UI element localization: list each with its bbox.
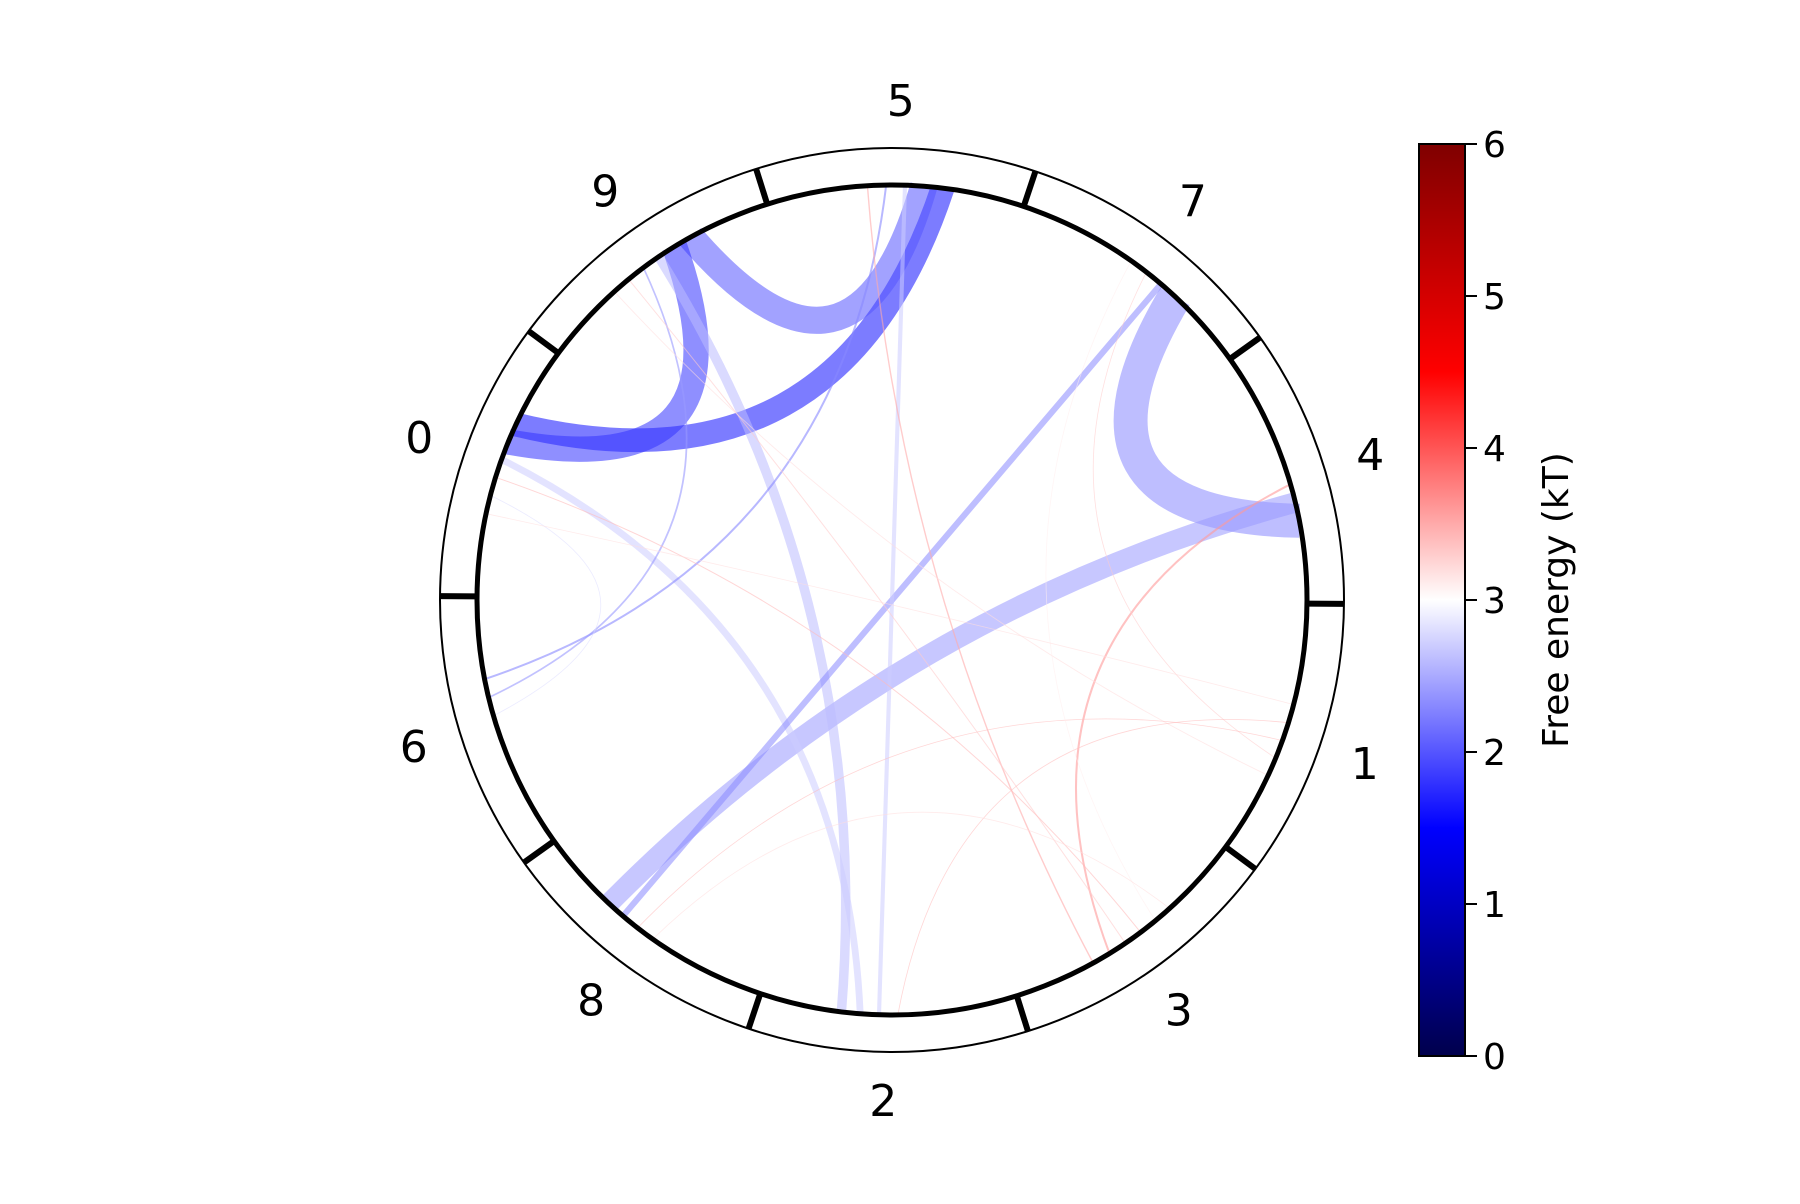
node-label-4: 4 [1356, 430, 1384, 481]
colorbar-tick-label: 3 [1483, 581, 1506, 622]
chord-link-5-0 [516, 188, 943, 440]
node-label-8: 8 [577, 975, 605, 1026]
node-label-9: 9 [591, 166, 619, 217]
colorbar-tick-label: 6 [1483, 125, 1506, 166]
segment-divider [1017, 996, 1028, 1031]
node-label-7: 7 [1179, 177, 1207, 228]
chord-link-4-8 [609, 502, 1295, 903]
node-label-3: 3 [1165, 986, 1193, 1037]
colorbar-tick-label: 5 [1483, 277, 1506, 318]
chord-link-7-4 [1131, 297, 1300, 521]
node-label-0: 0 [405, 413, 433, 464]
segment-divider [1230, 338, 1260, 360]
colorbar-tick-label: 2 [1483, 733, 1506, 774]
node-label-5: 5 [887, 76, 915, 127]
colorbar-tick-label: 1 [1483, 885, 1506, 926]
chord-link-2-1 [898, 719, 1289, 1015]
node-label-1: 1 [1351, 739, 1379, 790]
segment-divider [749, 994, 761, 1029]
segment-divider [1024, 171, 1036, 206]
node-label-2: 2 [869, 1076, 897, 1127]
colorbar-gradient [1419, 144, 1465, 1056]
colorbar-ticks: 0 1 2 3 4 5 6 [1465, 125, 1506, 1078]
colorbar-title: Free energy (kT) [1536, 452, 1577, 748]
chord-link-9-6 [489, 268, 687, 698]
chord-links [485, 185, 1300, 1015]
segment-divider [756, 169, 767, 204]
segment-divider [1226, 847, 1256, 869]
segment-divider [529, 331, 559, 353]
colorbar: 0 1 2 3 4 5 6 Free energy (kT) [1419, 125, 1577, 1078]
colorbar-tick-label: 0 [1483, 1037, 1506, 1078]
chord-link-8-3 [653, 812, 1170, 939]
node-label-6: 6 [400, 722, 428, 773]
chord-link-0-6 [490, 495, 600, 715]
segment-divider [524, 841, 554, 863]
colorbar-tick-label: 4 [1483, 429, 1506, 470]
